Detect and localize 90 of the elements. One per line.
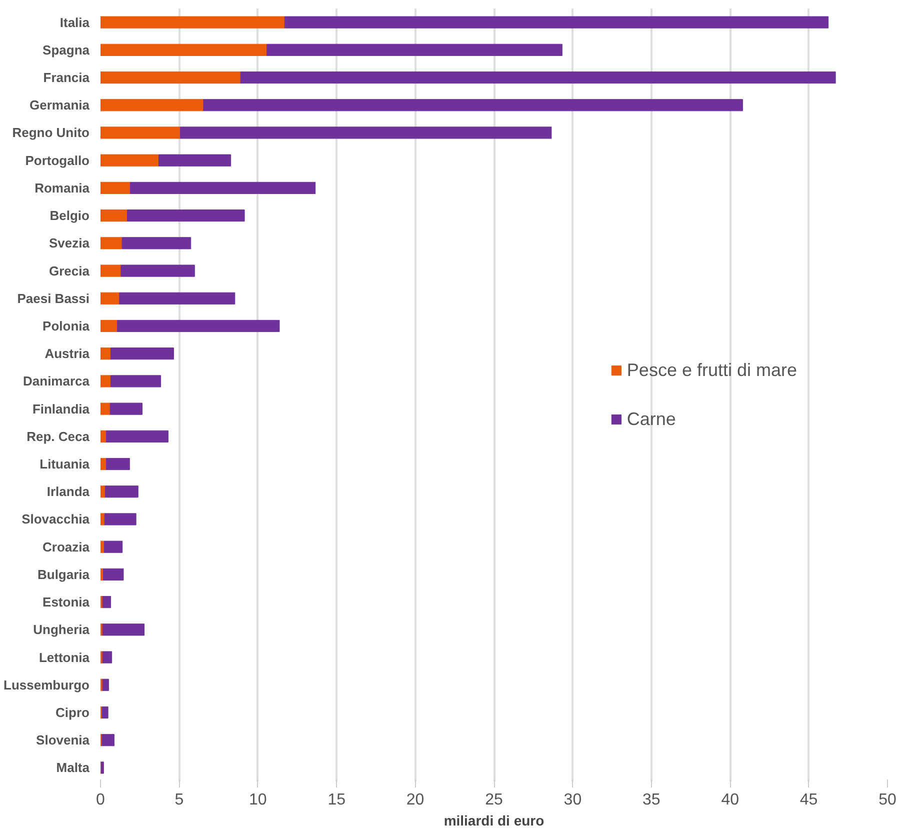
- bar: [100, 458, 107, 470]
- x-tick-label: 40: [721, 792, 740, 808]
- bar: [100, 154, 159, 166]
- bar: [102, 596, 111, 608]
- x-tick-label: 45: [800, 792, 818, 808]
- bar: [106, 430, 168, 442]
- y-tick-label: Francia: [43, 70, 90, 86]
- y-tick-label: Polonia: [42, 318, 90, 334]
- y-tick-label: Slovacchia: [22, 512, 90, 527]
- y-tick-label: Grecia: [49, 263, 90, 278]
- bar: [203, 99, 743, 112]
- bar: [284, 16, 829, 28]
- legend-label: Pesce e frutti di mare: [626, 360, 797, 380]
- bar: [100, 348, 111, 360]
- y-tick-label: Ungheria: [33, 622, 90, 638]
- bar: [266, 44, 562, 56]
- bar: [100, 210, 128, 222]
- y-tick-label: Irlanda: [46, 484, 90, 500]
- y-tick-label: Spagna: [42, 42, 90, 58]
- y-tick-label: Lettonia: [38, 650, 90, 665]
- bar: [240, 71, 836, 84]
- y-tick-label: Croazia: [42, 539, 90, 554]
- y-tick-label: Lituania: [40, 456, 90, 472]
- x-tick-label: 50: [878, 792, 896, 808]
- y-tick-label: Rep. Ceca: [26, 428, 90, 444]
- bar: [122, 237, 192, 250]
- bar: [102, 734, 114, 746]
- bar: [102, 651, 112, 664]
- y-tick-label: Finlandia: [32, 401, 90, 416]
- bar: [100, 513, 105, 526]
- y-tick-label: Portogallo: [25, 152, 90, 168]
- x-tick-label: 35: [642, 792, 660, 808]
- x-tick-label: 15: [328, 792, 346, 808]
- bar: [104, 540, 123, 553]
- bar: [100, 182, 130, 194]
- bar: [100, 264, 122, 277]
- bar: [100, 320, 118, 332]
- y-tick-label: Regno Unito: [12, 125, 90, 140]
- bar: [100, 99, 204, 112]
- y-tick-label: Germania: [30, 98, 90, 113]
- y-tick-label: Danimarca: [23, 374, 90, 389]
- bar: [110, 348, 174, 360]
- bar: [104, 513, 136, 526]
- y-tick-label: Bulgaria: [37, 566, 90, 582]
- bar: [127, 210, 245, 222]
- y-tick-label: Belgio: [50, 208, 90, 224]
- y-tick-label: Svezia: [49, 236, 90, 251]
- bar: [158, 154, 232, 166]
- bar: [102, 678, 109, 691]
- y-tick-label: Malta: [56, 760, 90, 776]
- bar: [106, 458, 130, 470]
- bar: [100, 237, 122, 250]
- y-tick-label: Romania: [34, 180, 90, 196]
- bar: [100, 44, 268, 56]
- y-tick-label: Paesi Bassi: [17, 290, 90, 306]
- bar: [100, 71, 241, 84]
- bar: [100, 16, 285, 28]
- x-tick-label: 30: [564, 792, 582, 808]
- y-tick-label: Estonia: [42, 594, 90, 610]
- bar: [100, 292, 120, 304]
- bar: [100, 402, 110, 415]
- y-tick-label: Slovenia: [36, 732, 90, 748]
- bar: [100, 486, 106, 498]
- x-tick-label: 20: [406, 792, 424, 808]
- bar: [100, 762, 104, 774]
- x-tick-label: 25: [485, 792, 503, 808]
- bar: [110, 402, 142, 415]
- bar: [102, 568, 124, 580]
- bar: [119, 292, 236, 304]
- bar: [130, 182, 316, 194]
- bar: [102, 706, 108, 719]
- legend-label: Carne: [626, 408, 676, 430]
- bar: [104, 486, 138, 498]
- x-axis-title: miliardi di euro: [444, 812, 544, 828]
- bar: [180, 126, 552, 139]
- bar: [102, 624, 145, 636]
- x-tick-label: 5: [174, 792, 184, 808]
- bar: [100, 540, 105, 553]
- bar: [100, 375, 111, 388]
- bar: [100, 126, 181, 139]
- x-tick-label: 10: [249, 792, 267, 808]
- y-tick-label: Italia: [60, 14, 90, 30]
- bar: [110, 375, 162, 388]
- bar: [117, 320, 280, 332]
- bar: [100, 430, 107, 442]
- y-tick-label: Lussemburgo: [4, 677, 90, 692]
- bar: [120, 264, 195, 277]
- x-tick-label: 0: [96, 792, 106, 808]
- y-tick-label: Cipro: [56, 704, 90, 720]
- y-tick-label: Austria: [44, 346, 90, 362]
